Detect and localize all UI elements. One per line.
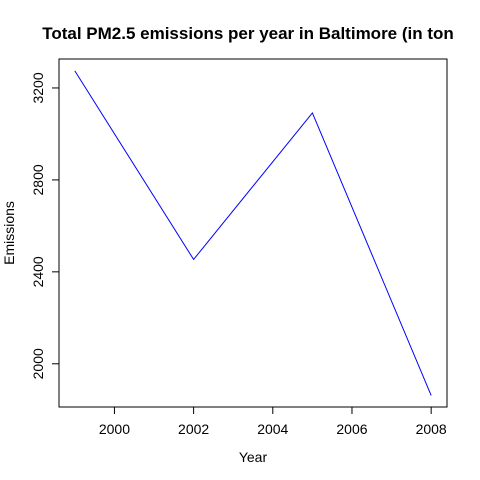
series-layer — [74, 70, 432, 396]
chart-title: Total PM2.5 emissions per year in Baltim… — [42, 24, 454, 43]
y-tick-label-2: 2800 — [30, 164, 46, 195]
plot-frame — [58, 58, 448, 408]
y-axis-label: Emissions — [1, 201, 17, 265]
x-tick-label-3: 2006 — [336, 421, 367, 437]
x-tick-label-4: 2008 — [416, 421, 447, 437]
y-tick-label-0: 2000 — [30, 348, 46, 379]
series-line-0 — [74, 70, 432, 396]
x-tick-label-2: 2004 — [257, 421, 288, 437]
x-tick-label-0: 2000 — [99, 421, 130, 437]
y-tick-label-3: 3200 — [30, 72, 46, 103]
x-tick-label-1: 2002 — [178, 421, 209, 437]
x-axis-label: Year — [239, 449, 268, 465]
y-axis: 2000 2400 2800 3200 — [30, 72, 59, 379]
y-tick-label-1: 2400 — [30, 256, 46, 287]
x-axis: 2000 2002 2004 2006 2008 — [99, 407, 447, 437]
